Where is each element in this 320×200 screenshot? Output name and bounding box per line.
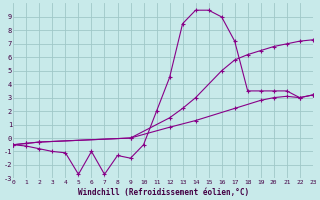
X-axis label: Windchill (Refroidissement éolien,°C): Windchill (Refroidissement éolien,°C) [77, 188, 249, 197]
